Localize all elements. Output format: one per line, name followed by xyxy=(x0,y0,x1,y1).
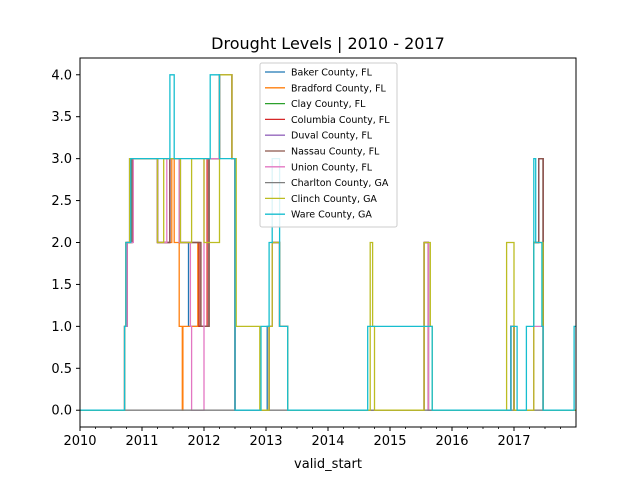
plot-lines xyxy=(80,74,576,411)
x-tick-label: 2014 xyxy=(311,434,344,449)
y-tick-label: 3.0 xyxy=(51,152,72,167)
chart-title: Drought Levels | 2010 - 2017 xyxy=(211,34,445,53)
x-tick-label: 2017 xyxy=(497,434,530,449)
x-axis: 2010 2011 2012 2013 2014 2015 2016 2017 xyxy=(63,427,561,449)
y-tick-label: 0.5 xyxy=(51,362,72,377)
series-line-9 xyxy=(80,74,576,411)
legend: Baker County, FL Bradford County, FL Clay … xyxy=(259,62,398,228)
legend-entry: Union County, FL xyxy=(291,162,373,173)
x-tick-label: 2011 xyxy=(125,434,158,449)
y-tick-label: 0.0 xyxy=(51,404,72,419)
legend-entry: Baker County, FL xyxy=(291,68,373,79)
legend-entry: Bradford County, FL xyxy=(291,83,387,94)
y-tick-label: 1.0 xyxy=(51,320,72,335)
x-axis-label: valid_start xyxy=(294,457,362,472)
x-tick-label: 2016 xyxy=(435,434,468,449)
legend-box xyxy=(259,62,398,228)
series-line-8 xyxy=(80,74,576,411)
legend-entry: Ware County, GA xyxy=(291,210,372,221)
x-tick-label: 2013 xyxy=(249,434,282,449)
x-tick-label: 2015 xyxy=(373,434,406,449)
legend-entry: Charlton County, GA xyxy=(291,178,389,189)
legend-entry: Columbia County, FL xyxy=(291,115,390,126)
legend-entry: Nassau County, FL xyxy=(291,147,380,158)
legend-entry: Clay County, FL xyxy=(291,99,366,110)
y-tick-label: 4.0 xyxy=(51,68,72,83)
legend-entry: Duval County, FL xyxy=(291,131,373,142)
y-tick-label: 1.5 xyxy=(51,278,72,293)
y-axis: 0.0 0.5 1.0 1.5 2.0 2.5 3.0 3.5 4.0 xyxy=(51,68,80,419)
y-tick-label: 3.5 xyxy=(51,110,72,125)
legend-entry: Clinch County, GA xyxy=(291,194,377,205)
y-tick-label: 2.0 xyxy=(51,236,72,251)
x-tick-label: 2010 xyxy=(63,434,96,449)
y-tick-label: 2.5 xyxy=(51,194,72,209)
x-tick-label: 2012 xyxy=(187,434,220,449)
